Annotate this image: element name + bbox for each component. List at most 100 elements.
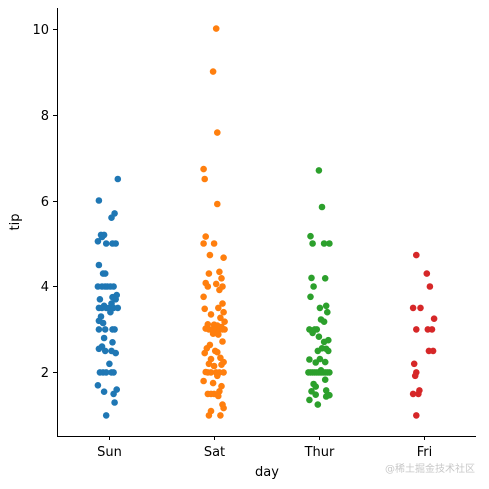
data-point-thur-12	[324, 308, 331, 316]
data-point-sun-56	[110, 390, 117, 398]
data-point-sat-15	[212, 280, 220, 288]
data-point-sat-39	[215, 331, 222, 338]
data-point-fri-8	[428, 326, 436, 333]
data-point-sun-53	[94, 382, 102, 389]
data-point-thur-19	[315, 333, 323, 341]
data-point-thur-3	[309, 240, 316, 247]
data-point-thur-8	[310, 283, 317, 290]
data-point-sat-19	[200, 293, 207, 301]
data-point-sun-19	[110, 283, 117, 290]
data-point-sun-46	[112, 349, 119, 357]
data-point-sun-35	[99, 319, 107, 327]
data-point-thur-27	[306, 356, 313, 363]
data-point-thur-49	[322, 393, 330, 400]
data-point-sat-58	[214, 372, 221, 380]
data-point-sat-4	[201, 175, 208, 183]
data-point-sat-69	[205, 412, 213, 419]
data-point-sat-2	[214, 129, 221, 136]
data-point-sun-43	[95, 345, 103, 353]
data-point-sat-40	[219, 338, 226, 345]
data-point-thur-25	[314, 347, 322, 355]
x-tick-label-thur: Thur	[304, 445, 335, 460]
data-point-sat-49	[205, 360, 213, 368]
data-point-thur-44	[312, 383, 320, 390]
data-point-fri-17	[413, 412, 420, 419]
data-point-sat-3	[200, 165, 207, 173]
data-point-fri-11	[410, 360, 418, 368]
data-point-thur-45	[322, 387, 330, 394]
data-point-thur-41	[326, 369, 333, 376]
data-point-thur-18	[311, 326, 319, 333]
x-axis-label: day	[255, 465, 279, 480]
data-point-fri-13	[411, 372, 419, 380]
data-point-thur-29	[312, 359, 320, 366]
data-point-sat-11	[216, 268, 223, 276]
data-point-fri-6	[413, 326, 420, 333]
data-point-thur-42	[321, 376, 329, 384]
data-point-sat-45	[201, 349, 208, 357]
data-point-sun-7	[94, 238, 102, 245]
data-point-sat-25	[217, 314, 224, 322]
data-point-fri-5	[430, 315, 438, 323]
data-point-sat-6	[202, 233, 209, 240]
data-point-sun-55	[100, 388, 108, 396]
data-point-sun-32	[107, 308, 114, 316]
data-point-sat-20	[219, 300, 226, 307]
data-point-sun-58	[102, 412, 110, 419]
data-point-sun-8	[102, 240, 110, 247]
data-point-sat-71	[220, 404, 227, 412]
data-point-sat-0	[212, 25, 220, 32]
x-tick-label-sun: Sun	[97, 445, 122, 460]
y-tick-label-6: 6	[41, 195, 49, 210]
data-point-sat-54	[207, 369, 215, 376]
watermark: @稀土掘金技术社区	[385, 464, 475, 475]
data-point-thur-10	[322, 302, 330, 310]
data-point-sun-57	[111, 399, 118, 406]
data-point-sat-7	[200, 240, 207, 247]
data-point-sat-60	[209, 379, 217, 387]
data-point-thur-14	[320, 318, 328, 326]
data-point-sat-13	[218, 275, 225, 282]
data-point-sat-44	[214, 348, 221, 356]
y-tick-label-8: 8	[41, 109, 49, 124]
data-point-fri-2	[426, 283, 434, 290]
data-point-sat-57	[220, 369, 227, 376]
data-point-thur-11	[316, 304, 324, 312]
data-point-sat-26	[221, 318, 228, 326]
y-ticks: 2 4 6 8 10	[32, 23, 57, 381]
data-point-sat-23	[220, 308, 227, 316]
data-point-sat-9	[206, 251, 214, 259]
data-point-sun-47	[106, 360, 113, 368]
data-point-thur-0	[315, 167, 323, 174]
y-tick-label-10: 10	[32, 23, 49, 38]
data-point-thur-21	[320, 338, 328, 346]
data-point-sun-40	[100, 334, 108, 342]
x-ticks: Sun Sat Thur Fri	[97, 436, 432, 460]
data-point-thur-47	[312, 391, 320, 399]
data-point-fri-3	[409, 304, 417, 312]
data-point-sat-21	[201, 305, 208, 313]
data-point-sat-24	[207, 311, 215, 318]
data-point-thur-5	[326, 240, 333, 247]
points-layer	[94, 25, 438, 419]
data-point-sat-1	[209, 68, 217, 75]
data-point-sun-31	[114, 304, 122, 312]
data-point-thur-28	[321, 358, 329, 366]
data-point-thur-4	[320, 240, 328, 247]
y-axis-label: tip	[8, 214, 23, 231]
data-point-thur-9	[307, 293, 314, 301]
data-point-fri-15	[409, 390, 417, 398]
data-point-thur-2	[307, 232, 314, 240]
data-point-sun-37	[101, 326, 109, 333]
data-point-sat-50	[218, 361, 225, 369]
data-point-sun-0	[114, 175, 122, 183]
data-point-sat-18	[216, 286, 223, 294]
data-point-sun-39	[111, 326, 118, 333]
data-point-sat-16	[204, 283, 212, 290]
y-tick-label-4: 4	[41, 280, 49, 295]
data-point-sat-66	[215, 392, 222, 400]
data-point-sat-70	[217, 412, 224, 419]
data-point-fri-4	[417, 304, 424, 312]
data-point-thur-7	[321, 275, 329, 282]
